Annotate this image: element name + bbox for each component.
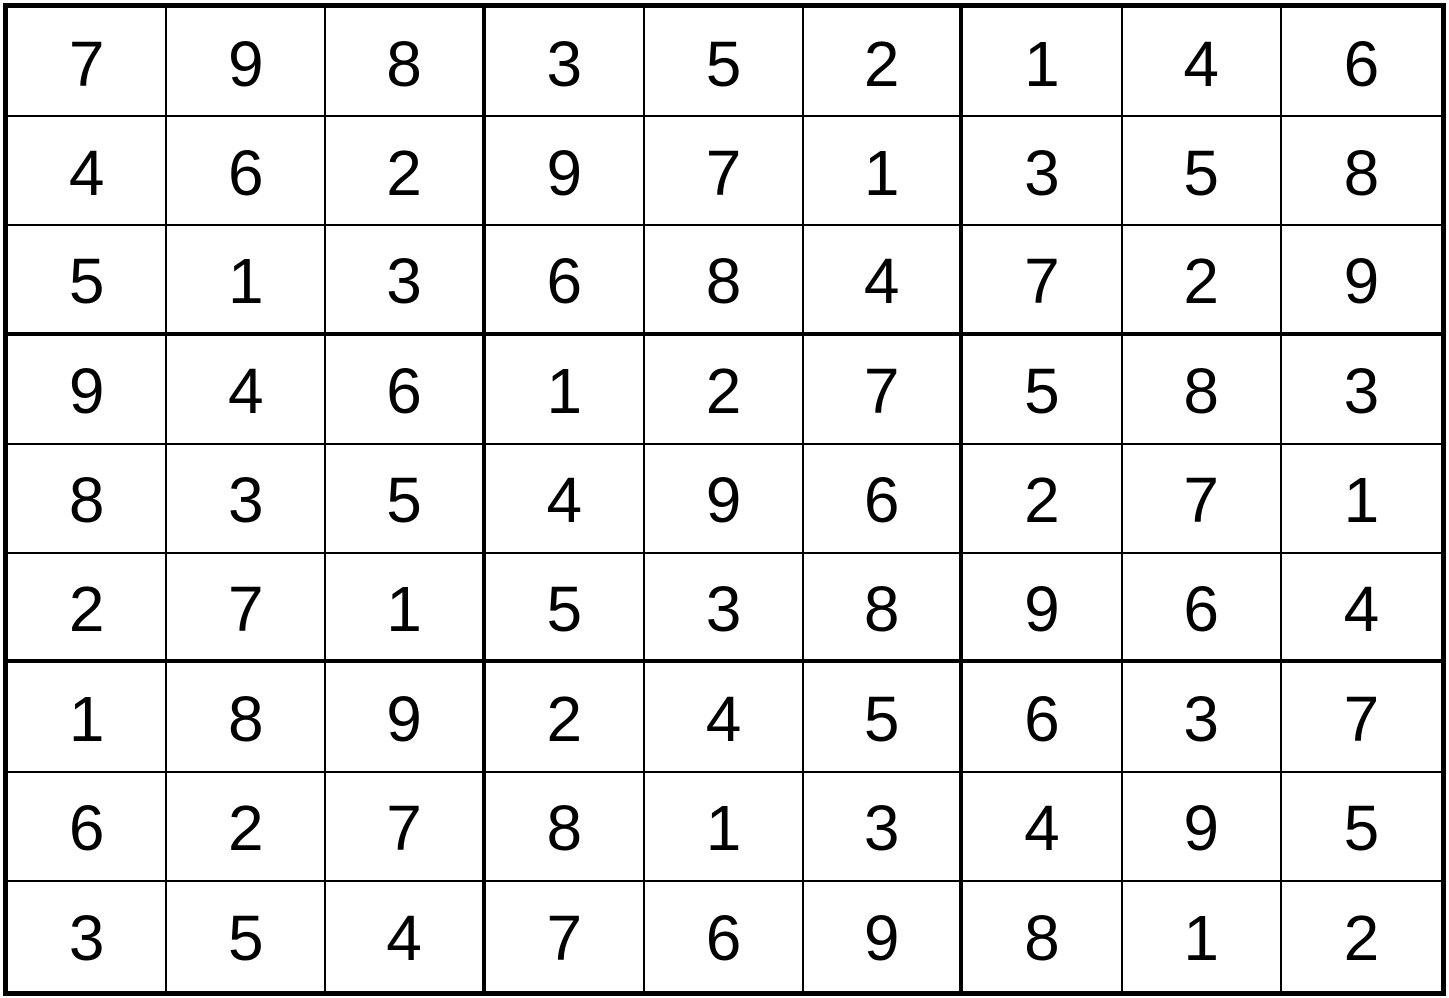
sudoku-cell[interactable]: 5 [963,335,1123,445]
sudoku-cell[interactable]: 2 [326,117,486,227]
sudoku-cell[interactable]: 4 [804,226,964,336]
sudoku-cell[interactable]: 7 [644,117,805,227]
sudoku-cell[interactable]: 3 [1122,663,1282,773]
sudoku-cell[interactable]: 5 [1122,117,1282,227]
sudoku-cell[interactable]: 3 [644,554,805,664]
sudoku-cell[interactable]: 8 [1122,335,1282,445]
sudoku-cell[interactable]: 6 [8,772,168,882]
sudoku-cell[interactable]: 2 [1343,902,1380,975]
sudoku-cell[interactable]: 1 [804,117,964,227]
sudoku-cell[interactable]: 6 [485,226,645,336]
sudoku-cell[interactable]: 2 [8,554,168,664]
sudoku-cell[interactable]: 6 [1122,554,1282,664]
sudoku-cell[interactable]: 2 [485,663,645,773]
sudoku-cell[interactable]: 7 [963,226,1123,336]
sudoku-cell[interactable]: 1 [1123,881,1282,991]
sudoku-cell[interactable]: 3 [326,226,486,336]
sudoku-cell[interactable]: 3 [485,8,645,118]
sudoku-cell[interactable]: 1 [167,226,327,336]
sudoku-cell[interactable]: 4 [167,335,327,445]
sudoku-cell[interactable]: 6 [1281,8,1441,118]
sudoku-cell[interactable]: 8 [804,554,964,664]
sudoku-cell[interactable]: 2 [644,335,805,445]
sudoku-cell[interactable]: 9 [804,881,964,991]
sudoku-cell[interactable]: 6 [167,117,327,227]
sudoku-cell[interactable]: 7 [804,335,964,445]
sudoku-cell[interactable]: 7 [326,772,486,882]
sudoku-cell[interactable]: 2 [804,8,964,118]
sudoku-cell[interactable]: 8 [644,226,805,336]
sudoku-cell[interactable]: 4 [1122,8,1282,118]
sudoku-cell[interactable]: 4 [1281,554,1441,664]
sudoku-cell[interactable]: 3 [963,117,1123,227]
sudoku-cell[interactable]: 9 [326,663,486,773]
sudoku-cell[interactable]: 9 [1122,772,1282,882]
sudoku-cell[interactable]: 9 [1281,226,1441,336]
sudoku-cell[interactable]: 3 [8,881,168,991]
sudoku-cell[interactable]: 7 [167,554,327,664]
sudoku-cell[interactable]: 5 [804,663,964,773]
sudoku-cell[interactable]: 9 [485,117,645,227]
sudoku-cell[interactable]: 8 [1281,117,1441,227]
sudoku-cell[interactable]: 5 [1281,773,1441,882]
sudoku-cell[interactable]: 1 [8,663,168,773]
sudoku-cell[interactable]: 6 [326,335,486,445]
sudoku-cell[interactable]: 2 [1122,226,1282,336]
sudoku-cell[interactable]: 8 [326,8,486,118]
sudoku-cell[interactable]: 5 [326,444,486,555]
sudoku-cell[interactable]: 1 [1281,445,1441,555]
sudoku-cell[interactable]: 8 [485,772,645,882]
sudoku-cell[interactable]: 3 [804,772,964,882]
sudoku-cell[interactable]: 9 [167,8,327,118]
sudoku-cell[interactable]: 7 [486,881,645,991]
sudoku-cell[interactable]: 4 [644,663,805,773]
sudoku-cell[interactable]: 1 [644,772,805,882]
sudoku-cell[interactable]: 6 [963,663,1123,773]
sudoku-cell[interactable]: 4 [8,117,168,227]
sudoku-cell[interactable]: 8 [167,663,327,773]
sudoku-cell[interactable]: 3 [1281,336,1441,445]
sudoku-cell[interactable]: 1 [326,554,486,664]
sudoku-cell[interactable]: 3 [167,444,327,555]
sudoku-cell[interactable]: 6 [804,444,964,555]
sudoku-cell[interactable]: 7 [1281,663,1441,773]
sudoku-cell[interactable]: 6 [645,881,805,991]
sudoku-cell[interactable]: 5 [485,554,645,664]
sudoku-cell[interactable]: 7 [1122,444,1282,555]
sudoku-cell[interactable]: 2 [963,444,1123,555]
sudoku-cell[interactable]: 5 [167,881,327,991]
sudoku-cell[interactable]: 9 [8,335,168,445]
sudoku-cell[interactable]: 9 [644,444,805,555]
sudoku-cell[interactable]: 5 [644,8,805,118]
sudoku-cell[interactable]: 7 [8,8,168,118]
sudoku-cell[interactable]: 5 [8,226,168,336]
sudoku-cell[interactable]: 4 [326,881,486,991]
sudoku-cell[interactable]: 8 [963,881,1123,991]
sudoku-cell[interactable]: 1 [963,8,1123,118]
sudoku-cell[interactable]: 4 [485,444,645,555]
sudoku-cell[interactable]: 8 [8,444,168,555]
sudoku-cell[interactable]: 9 [963,554,1123,664]
sudoku-cell[interactable]: 2 [167,772,327,882]
sudoku-cell[interactable]: 1 [485,335,645,445]
sudoku-cell[interactable]: 4 [963,772,1123,882]
